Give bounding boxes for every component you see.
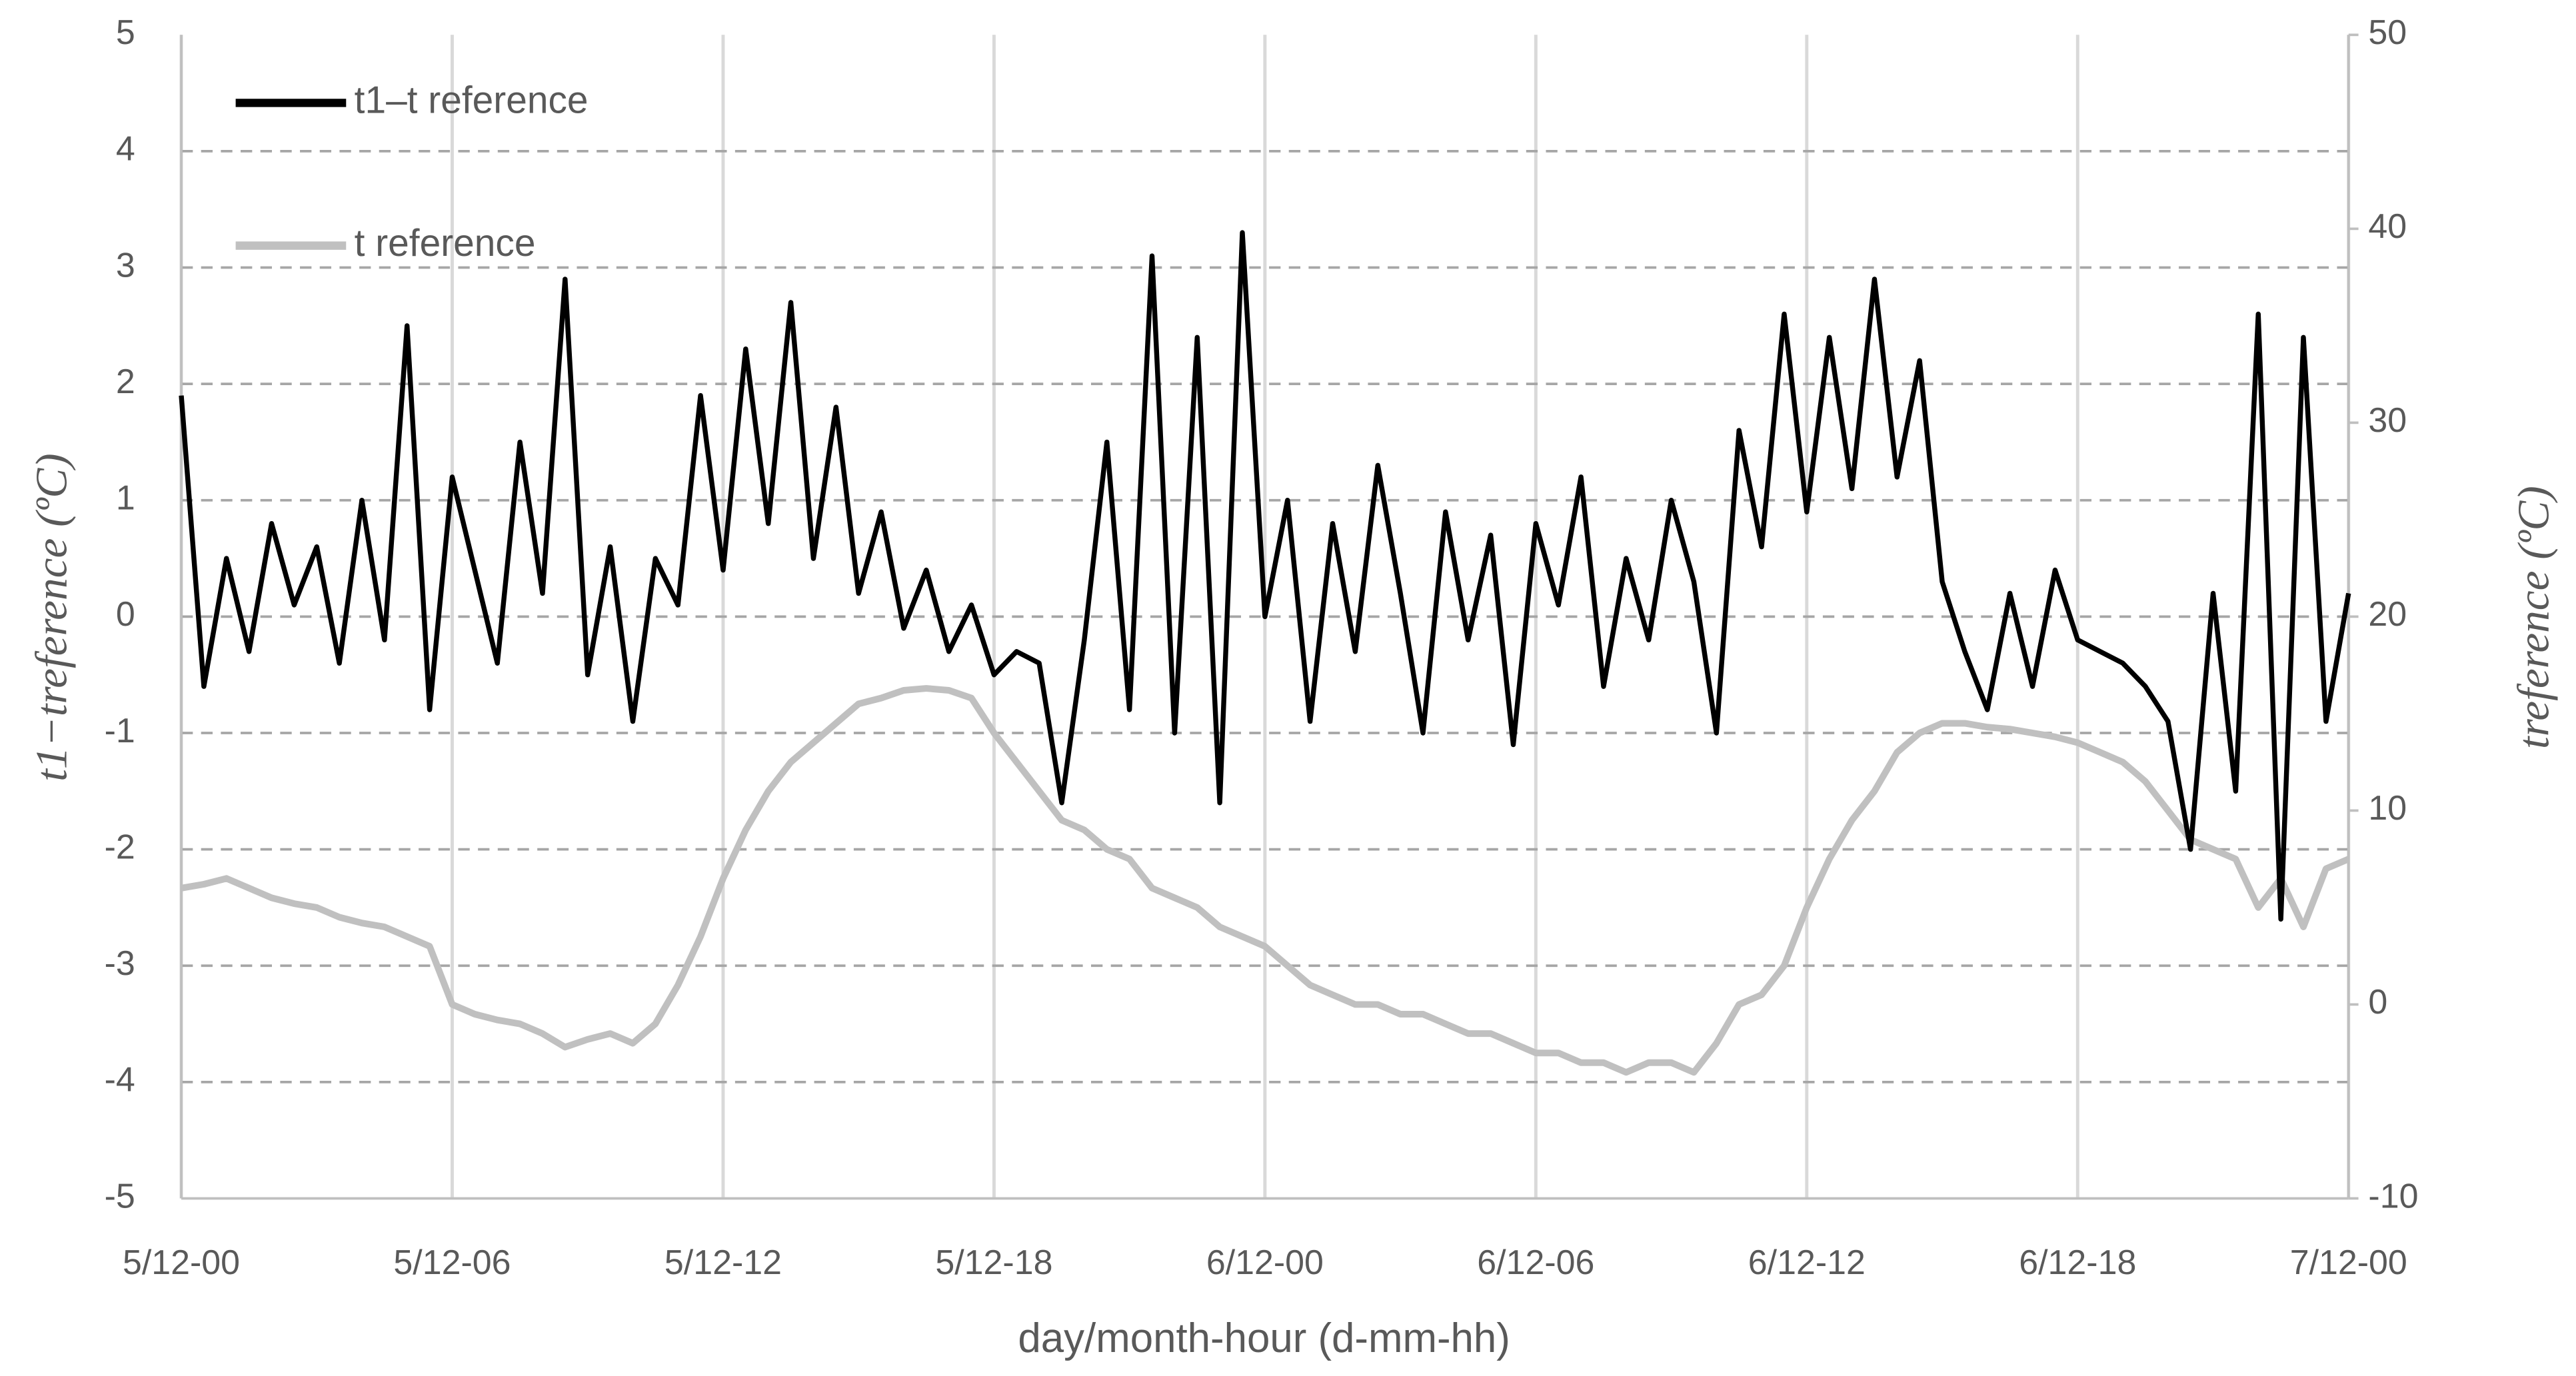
x-tick-label: 5/12-06 [393,1243,511,1282]
data-line [181,685,2350,1076]
y-axis-title: t1−treference (ºC) [27,453,77,782]
y2-axis-title: treference (ºC) [2509,486,2559,749]
x-tick-label: 5/12-00 [123,1243,240,1282]
x-tick-label: 6/12-12 [1748,1243,1866,1282]
y2-tick-label: 30 [2368,401,2407,440]
data-line [179,230,2351,922]
legend-label: t1–t reference [355,79,589,121]
y-tick-label: 5 [116,13,135,52]
y-tick-label: -5 [105,1177,135,1215]
y-tick-label: -2 [105,828,135,866]
x-tick-label: 6/12-06 [1477,1243,1594,1282]
y-tick-label: 1 [116,478,135,517]
legend-label: t reference [355,222,536,265]
y-tick-label: -3 [105,944,135,983]
x-axis-title: day/month-hour (d-mm-hh) [1018,1315,1510,1361]
x-tick-label: 6/12-00 [1206,1243,1324,1282]
y-tick-label: 2 [116,362,135,401]
x-tick-label: 6/12-18 [2019,1243,2136,1282]
y2-tick-label: 50 [2368,13,2407,52]
y2-tick-label: -10 [2368,1177,2418,1215]
y-tick-label: 3 [116,246,135,285]
x-tick-label: 7/12-00 [2290,1243,2407,1282]
y-tick-label: 4 [116,130,135,169]
y2-tick-label: 40 [2368,207,2407,246]
y-tick-label: -4 [105,1061,135,1099]
y2-tick-label: 10 [2368,789,2407,828]
x-tick-label: 5/12-18 [935,1243,1052,1282]
y2-tick-label: 0 [2368,983,2387,1022]
y-tick-label: 0 [116,595,135,634]
y2-tick-label: 20 [2368,595,2407,634]
x-tick-label: 5/12-12 [664,1243,782,1282]
y-tick-label: -1 [105,712,135,750]
